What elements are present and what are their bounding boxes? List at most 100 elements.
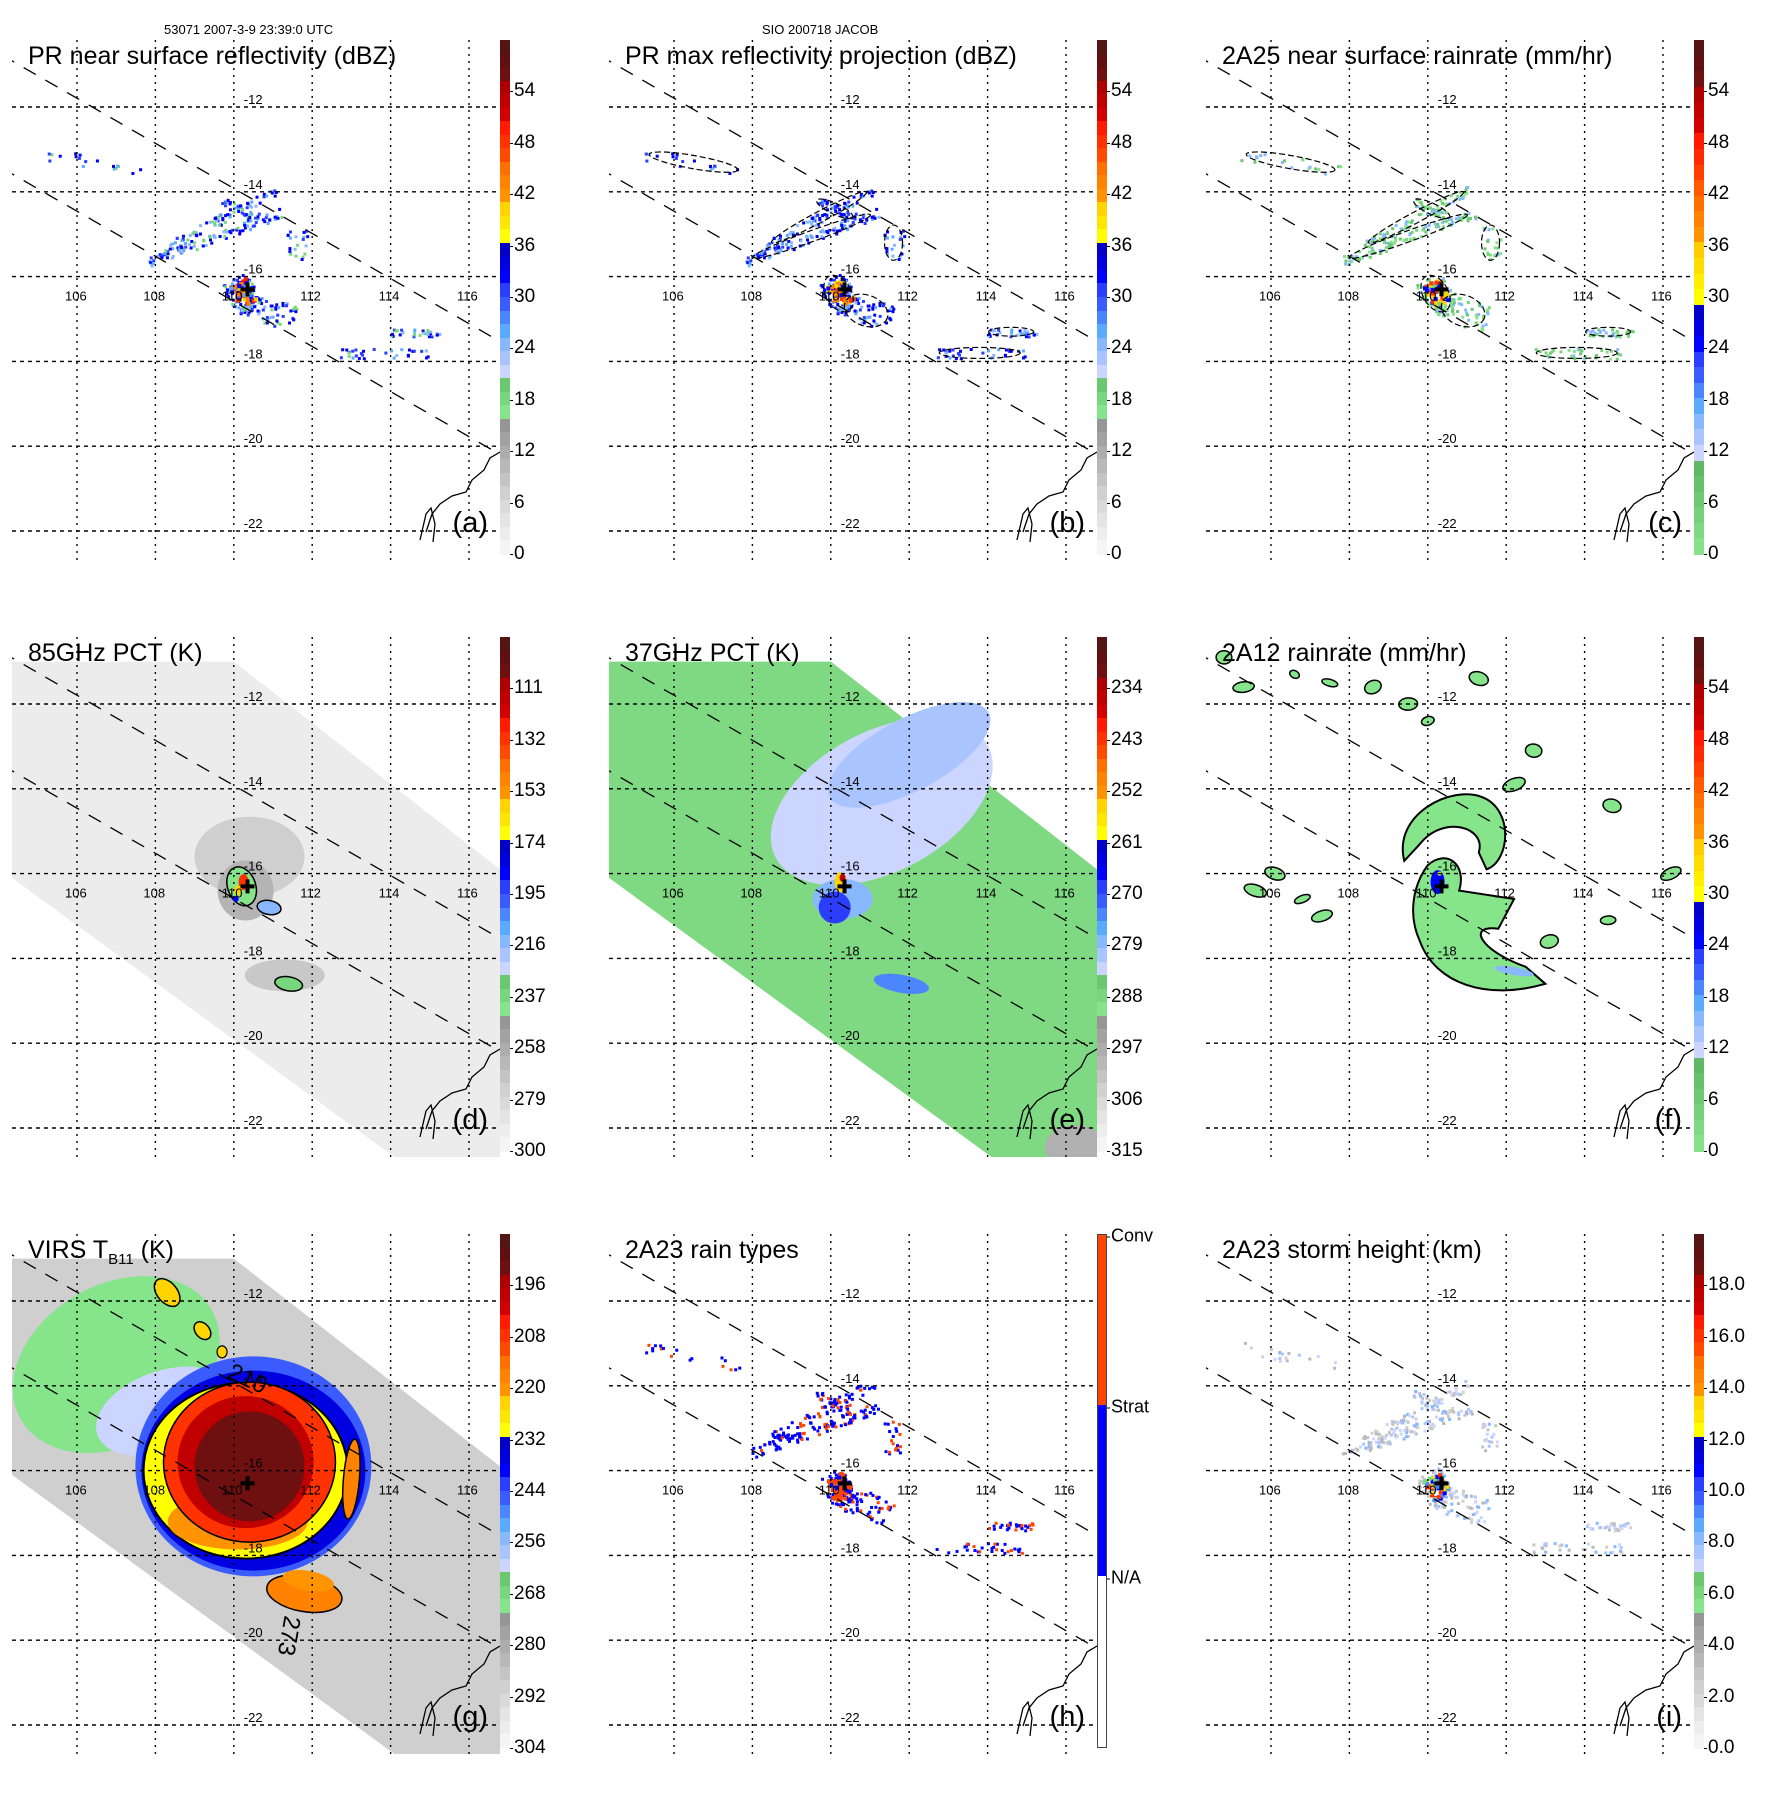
pixel bbox=[213, 223, 217, 227]
colorbar-segment bbox=[500, 1531, 510, 1546]
pixel bbox=[241, 274, 245, 278]
pixel bbox=[836, 1503, 840, 1507]
pixel bbox=[1450, 1502, 1454, 1506]
pixel bbox=[818, 216, 822, 220]
pixel bbox=[1017, 1524, 1021, 1528]
pixel bbox=[265, 321, 269, 325]
pixel bbox=[819, 230, 823, 234]
pixel bbox=[1424, 297, 1428, 301]
pixel bbox=[1000, 1523, 1004, 1527]
pixel bbox=[823, 1423, 827, 1427]
pixel bbox=[822, 292, 826, 296]
pixel bbox=[965, 1544, 969, 1548]
pr-swath-edge bbox=[1206, 770, 1694, 1053]
pixel bbox=[844, 1507, 848, 1511]
pixel bbox=[1454, 1387, 1458, 1391]
pixel bbox=[998, 331, 1002, 335]
colorbar-tick-label: 48 bbox=[1106, 131, 1133, 153]
pixel bbox=[867, 191, 871, 195]
pixel bbox=[1466, 216, 1470, 220]
pixel bbox=[1366, 1446, 1370, 1450]
colorbar-segment bbox=[500, 1545, 510, 1560]
pixel bbox=[1388, 242, 1392, 246]
pixel bbox=[1280, 160, 1284, 164]
pixel bbox=[1451, 221, 1455, 225]
pixel bbox=[839, 212, 843, 216]
colorbar-tick-label: 6 bbox=[1107, 491, 1122, 513]
colorbar-tick-label: 252 bbox=[1107, 780, 1143, 802]
storm-center-marker bbox=[837, 1476, 852, 1491]
pixel bbox=[841, 213, 845, 217]
pixel bbox=[213, 221, 217, 225]
panel-title-units: (K) bbox=[133, 1236, 174, 1264]
panel-title-text: 2A23 rain types bbox=[625, 1236, 799, 1264]
lon-tick-label: 116 bbox=[457, 1483, 478, 1498]
pixel bbox=[860, 1500, 864, 1504]
pixel bbox=[247, 311, 251, 315]
pixel bbox=[875, 207, 879, 211]
colorbar-segment bbox=[500, 188, 510, 203]
colorbar-segment bbox=[500, 202, 510, 217]
pixel bbox=[1448, 1408, 1452, 1412]
lon-tick-label: 114 bbox=[1573, 289, 1594, 304]
colorbar-tick-label: 24 bbox=[1703, 934, 1730, 956]
pixel bbox=[1629, 329, 1633, 333]
lon-tick-label: 116 bbox=[1054, 1483, 1075, 1498]
pixel bbox=[1438, 1417, 1442, 1421]
pixel bbox=[1438, 1490, 1443, 1495]
pixel bbox=[1487, 1422, 1491, 1426]
pixel bbox=[1354, 255, 1358, 259]
pixel bbox=[859, 1498, 863, 1502]
pixel bbox=[798, 1434, 802, 1438]
pixel bbox=[956, 352, 960, 356]
pixel bbox=[1390, 1427, 1394, 1431]
pixel bbox=[832, 1400, 836, 1404]
coastline bbox=[419, 1645, 500, 1737]
lon-tick-label: 112 bbox=[897, 289, 918, 304]
colorbar-segment bbox=[1097, 785, 1107, 800]
pixel bbox=[251, 291, 255, 295]
pixel bbox=[1360, 256, 1364, 260]
pixel bbox=[1451, 303, 1455, 307]
pixel bbox=[1611, 1550, 1615, 1554]
pixel bbox=[1550, 350, 1554, 354]
pixel bbox=[829, 278, 833, 282]
pixel bbox=[1424, 206, 1428, 210]
pixel bbox=[972, 1545, 976, 1549]
colorbar-tick-label: 220 bbox=[510, 1377, 546, 1399]
pixel bbox=[1424, 286, 1429, 291]
pixel bbox=[800, 1437, 804, 1441]
pixel bbox=[1432, 1498, 1437, 1503]
pixel bbox=[1281, 1352, 1285, 1356]
pixel bbox=[1422, 1479, 1427, 1484]
pixel bbox=[874, 1404, 878, 1408]
colorbar-segment bbox=[1694, 1545, 1704, 1560]
pixel bbox=[1615, 357, 1619, 361]
pixel bbox=[845, 1400, 849, 1404]
pixel bbox=[873, 1386, 877, 1390]
pixel bbox=[1442, 293, 1447, 298]
pixel bbox=[888, 1452, 892, 1456]
pixel bbox=[891, 254, 895, 258]
colorbar-segment bbox=[500, 242, 510, 258]
pixel bbox=[897, 1422, 901, 1426]
pixel bbox=[1482, 314, 1486, 318]
colorbar-segment bbox=[1694, 948, 1704, 965]
pixel bbox=[793, 1433, 797, 1437]
pixel bbox=[842, 298, 847, 303]
pixel bbox=[230, 282, 234, 286]
pixel bbox=[1487, 1507, 1491, 1511]
pixel bbox=[892, 1504, 896, 1508]
colorbar-segment bbox=[1694, 668, 1704, 685]
pixel bbox=[1552, 349, 1556, 353]
pixel bbox=[226, 198, 230, 202]
pixel bbox=[1449, 301, 1453, 305]
colorbar-segment bbox=[500, 1396, 510, 1411]
panel-title: 2A25 near surface rainrate (mm/hr) bbox=[1222, 42, 1612, 71]
pixel bbox=[948, 356, 952, 360]
pixel bbox=[1344, 1452, 1348, 1456]
colorbar-segment bbox=[1694, 1088, 1704, 1105]
pixel bbox=[1474, 217, 1478, 221]
lat-tick-label: -16 bbox=[1438, 859, 1457, 874]
pixel bbox=[894, 1446, 898, 1450]
